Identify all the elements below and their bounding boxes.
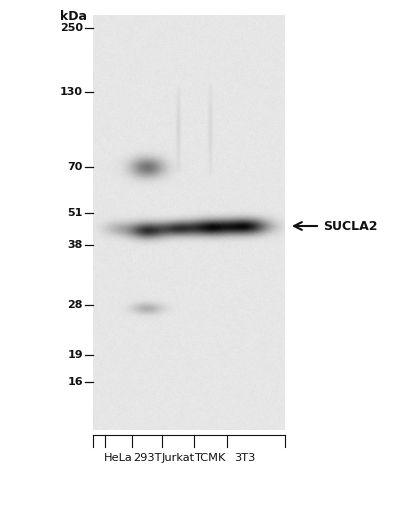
Text: 3T3: 3T3 <box>234 453 256 463</box>
Text: 70: 70 <box>68 162 83 172</box>
Text: Jurkat: Jurkat <box>161 453 194 463</box>
Text: 16: 16 <box>67 377 83 387</box>
Text: HeLa: HeLa <box>104 453 132 463</box>
Text: 130: 130 <box>60 87 83 97</box>
Text: 28: 28 <box>68 300 83 310</box>
Text: kDa: kDa <box>60 10 87 23</box>
Text: 51: 51 <box>68 208 83 218</box>
Text: 293T: 293T <box>133 453 161 463</box>
Text: TCMK: TCMK <box>194 453 226 463</box>
Text: 19: 19 <box>67 350 83 360</box>
Text: 38: 38 <box>68 240 83 250</box>
Text: SUCLA2: SUCLA2 <box>323 220 378 233</box>
Text: 250: 250 <box>60 23 83 33</box>
